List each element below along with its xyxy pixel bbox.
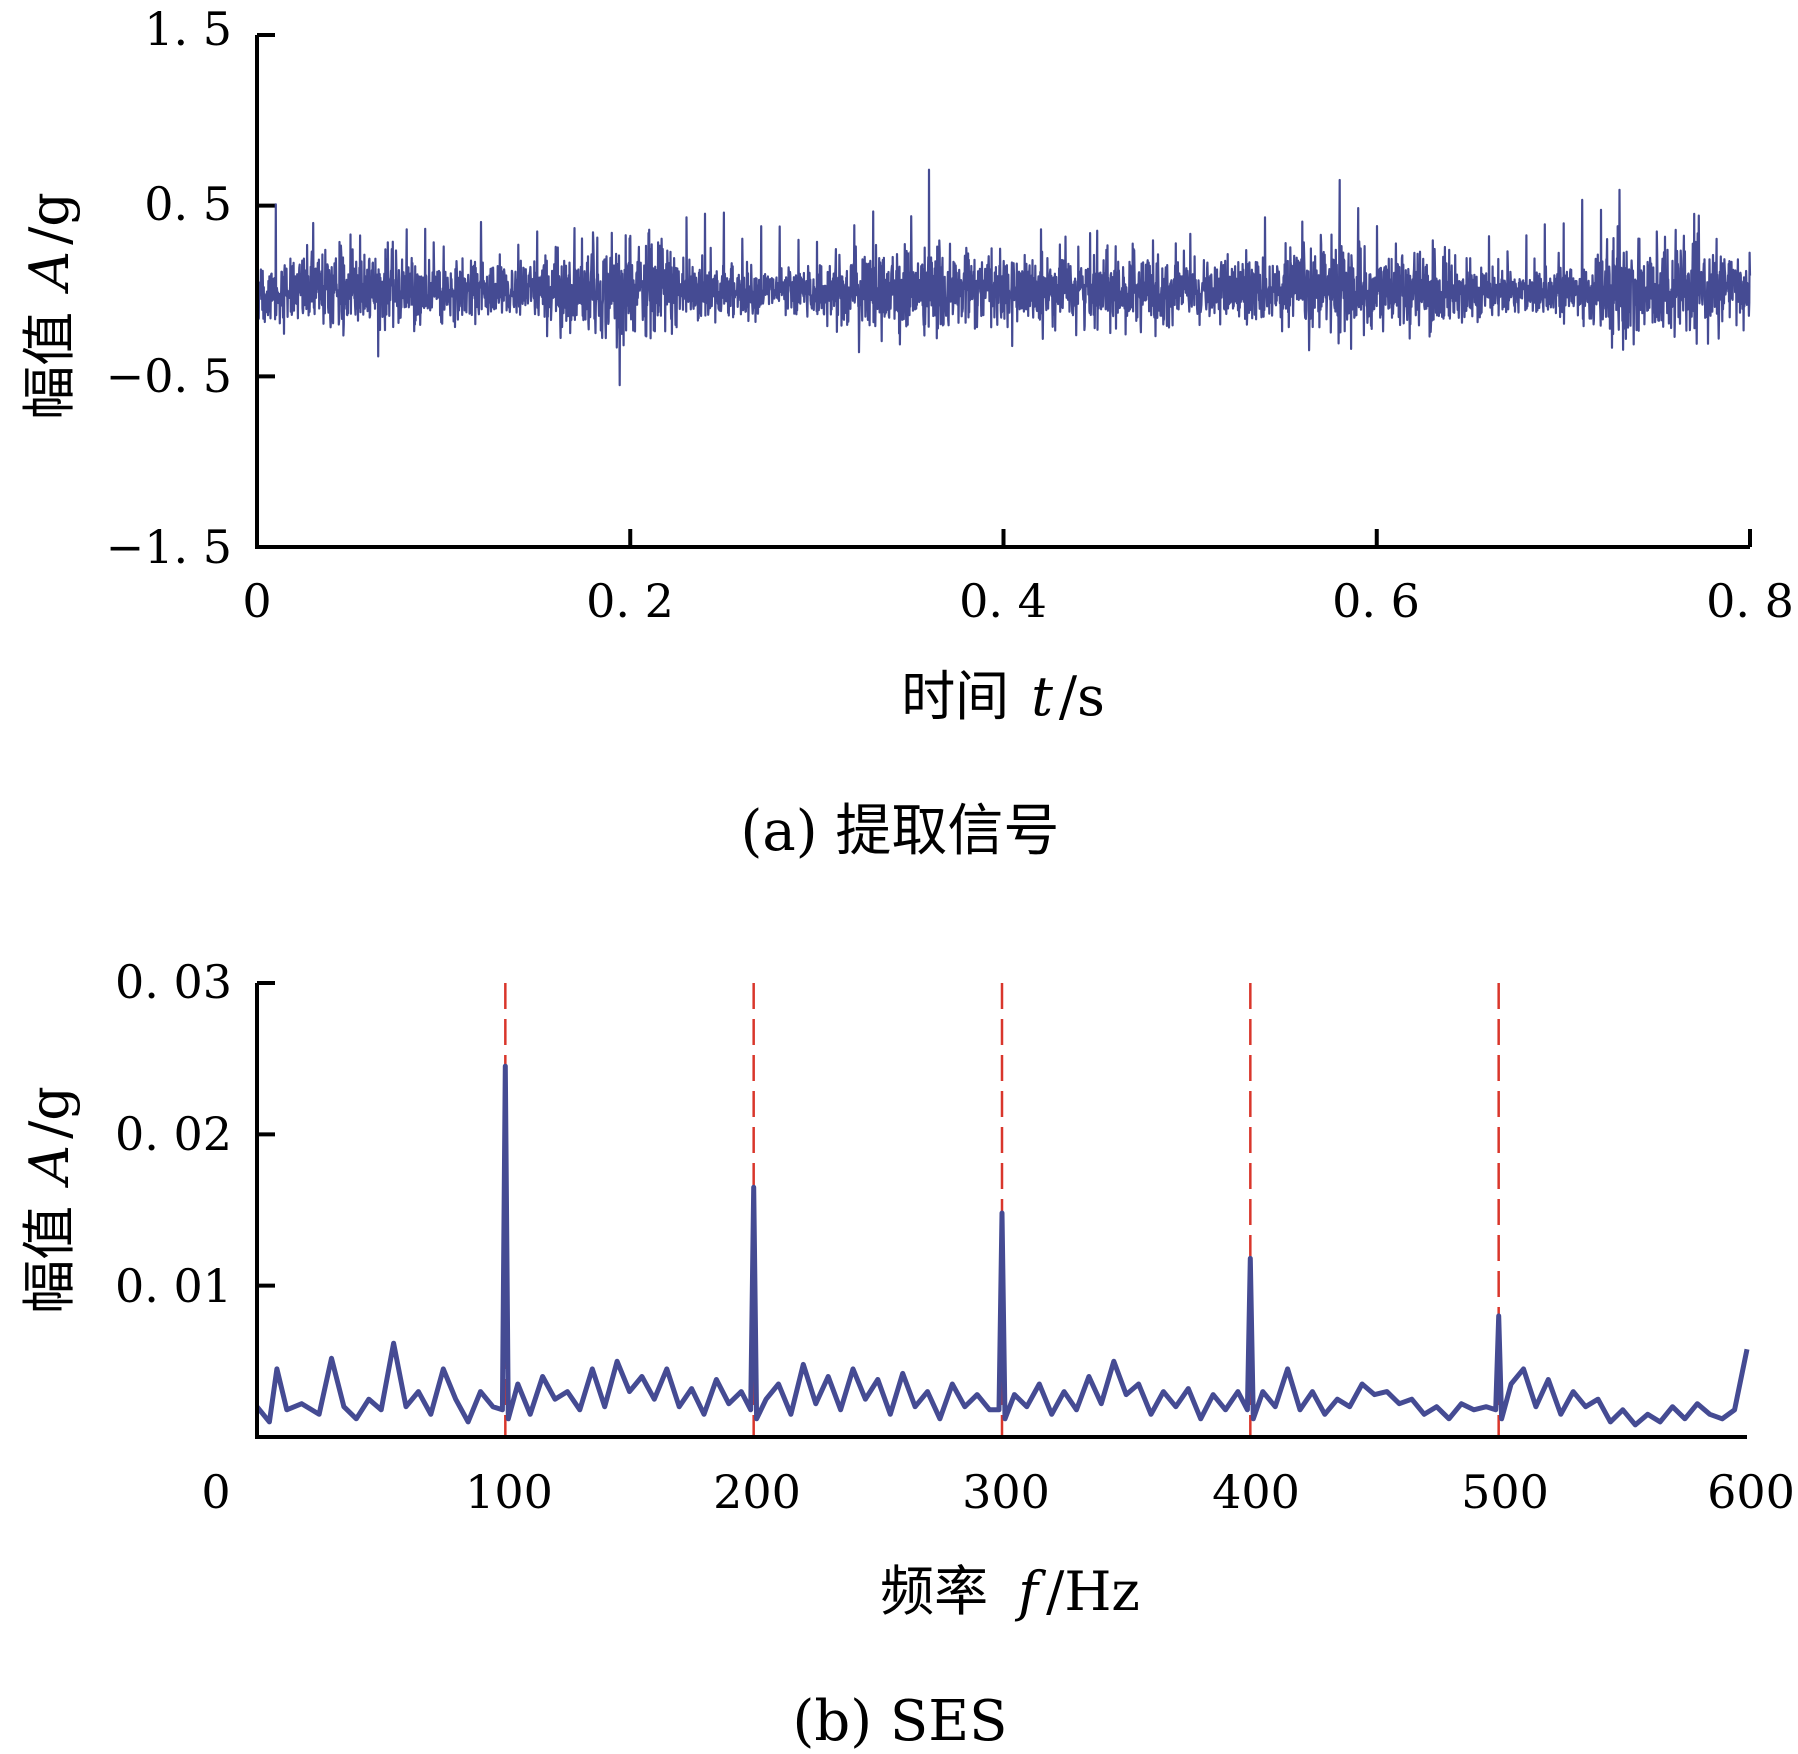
chart-b-x-tick-label-3: 300 <box>962 1465 1050 1519</box>
chart-a-y-tick-label-0: 1. 5 <box>144 2 232 56</box>
chart-b-x-tick-label-1: 100 <box>465 1465 553 1519</box>
chart-b-y-tick-label-1: 0. 02 <box>115 1107 232 1161</box>
chart-b-x-tick-label-5: 500 <box>1461 1465 1549 1519</box>
chart-b-x-label-text: 频率 <box>880 1560 988 1623</box>
chart-a-y-label-text: 幅值 <box>18 312 81 420</box>
chart-a-x-tick-label-2: 0. 4 <box>959 574 1047 628</box>
chart-a-time-signal: 0 0. 2 0. 4 0. 6 0. 8 1. 5 0. 5 −0. 5 −1… <box>18 2 1794 864</box>
chart-b-x-axis-label: 频率 f/Hz <box>880 1560 1140 1623</box>
chart-a-x-axis-label: 时间 t/s <box>901 665 1105 728</box>
chart-b-y-label-var: A <box>18 1145 81 1189</box>
chart-a-x-tick-label-4: 0. 8 <box>1706 574 1794 628</box>
chart-b-x-tick-label-0: 0 <box>201 1465 230 1519</box>
chart-b-spectrum-line <box>255 1063 1750 1428</box>
chart-b-caption: (b) SES <box>793 1689 1008 1754</box>
chart-b-y-tick-label-0: 0. 03 <box>115 955 232 1009</box>
chart-a-x-label-var: t <box>1031 665 1053 728</box>
chart-b-y-tick-label-2: 0. 01 <box>115 1259 232 1313</box>
chart-b-x-tick-label-2: 200 <box>713 1465 801 1519</box>
chart-b-ticks <box>257 981 275 1288</box>
chart-b-y-axis-label: 幅值 A/g <box>18 1086 81 1314</box>
chart-a-caption: (a) 提取信号 <box>741 799 1060 864</box>
chart-a-x-label-text: 时间 <box>901 665 1009 728</box>
chart-b-x-label-unit: /Hz <box>1046 1560 1140 1623</box>
chart-a-x-tick-label-0: 0 <box>242 574 271 628</box>
chart-a-x-tick-label-1: 0. 2 <box>586 574 674 628</box>
chart-b-y-label-text: 幅值 <box>18 1206 81 1314</box>
chart-b-y-label-unit: /g <box>18 1086 81 1139</box>
chart-a-y-tick-label-1: 0. 5 <box>144 177 232 231</box>
chart-a-x-label-unit: /s <box>1059 665 1105 728</box>
chart-b-ses-spectrum: 0 100 200 300 400 500 600 0. 03 0. 02 0.… <box>18 955 1795 1754</box>
chart-a-y-label-var: A <box>18 251 81 295</box>
chart-a-y-label-unit: /g <box>18 192 81 245</box>
chart-b-x-tick-label-6: 600 <box>1707 1465 1795 1519</box>
chart-a-signal-line <box>255 168 1752 387</box>
chart-a-y-tick-label-3: −1. 5 <box>106 520 232 574</box>
chart-a-y-axis-label: 幅值 A/g <box>18 192 81 420</box>
chart-a-x-tick-label-3: 0. 6 <box>1332 574 1420 628</box>
chart-b-x-tick-label-4: 400 <box>1212 1465 1300 1519</box>
chart-a-y-tick-label-2: −0. 5 <box>106 349 232 403</box>
chart-b-x-label-var: f <box>1014 1560 1046 1623</box>
